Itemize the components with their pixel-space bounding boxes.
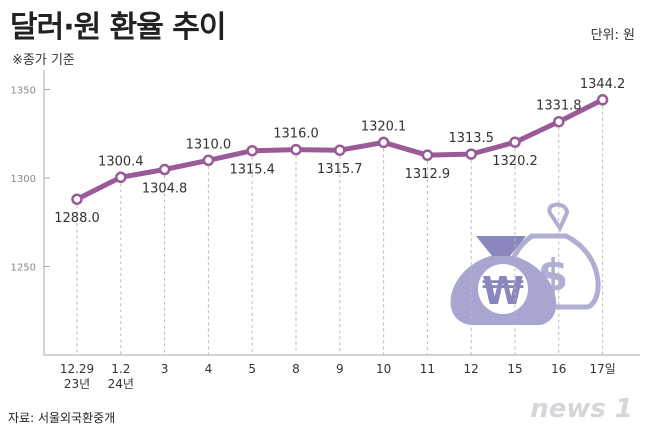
data-point [421,149,434,161]
data-label: 1320.1 [361,119,407,134]
chart-note: ※종가 기준 [12,53,75,68]
x-tick-label: 8 [292,362,300,376]
data-label: 1316.0 [273,127,319,142]
data-point [465,148,477,160]
x-tick-label: 16 [551,362,566,376]
x-tick-label: 10 [376,362,391,376]
exchange-rate-series [71,94,609,205]
data-point [290,143,302,156]
data-point [509,136,521,148]
news1-logo: news 1 [530,394,633,424]
data-point [553,115,565,128]
x-tick-label: 9 [336,362,344,376]
x-axis-labels: 12.29 23년 1.2 24년 3 4 5 8 9 10 11 12 15 16 17일 [60,362,616,391]
x-tick-label: 1.2 24년 [108,362,134,391]
won-money-bag-icon: ₩ [450,236,557,325]
x-tick-label: 4 [205,362,213,376]
x-tick-label: 17일 [589,362,615,376]
unit-label: 단위: 원 [590,28,635,43]
data-point [596,94,609,106]
y-tick-label: 1350 [11,86,36,97]
data-label: 1344.2 [580,77,626,92]
svg-text:₩: ₩ [482,269,524,313]
data-label: 1304.8 [142,182,188,197]
data-label: 1331.8 [536,99,582,114]
x-tick-label: 15 [507,362,522,376]
data-point [377,136,390,149]
y-tick-label: 1300 [11,174,36,185]
y-axis: 1250 1300 1350 [11,70,640,356]
data-point [202,154,215,167]
guide-lines [76,99,604,355]
x-tick-label: 3 [161,362,169,376]
data-label: 1315.7 [317,162,363,177]
data-label: 1312.9 [405,167,451,182]
data-point [246,144,258,157]
y-tick-label: 1250 [11,263,36,274]
x-tick-label: 12.29 23년 [60,362,94,391]
data-label: 1320.2 [492,154,538,169]
data-point [334,144,346,156]
data-label: 1310.0 [186,137,232,152]
x-tick-label: 11 [420,362,435,376]
data-label: 1313.5 [448,131,494,146]
data-point [115,171,127,184]
data-labels: 1288.0 1300.4 1304.8 1310.0 1315.4 1316.0 1315… [54,77,625,226]
data-point [158,163,171,176]
data-label: 1315.4 [229,163,275,178]
source-note: 자료: 서울외국환중개 [8,411,116,425]
data-point [71,193,83,205]
x-tick-label: 12 [464,362,479,376]
money-bags-illustration: $ ₩ [450,202,601,325]
data-label: 1288.0 [54,211,100,226]
chart-title: 달러·원 환율 추이 [10,10,226,45]
data-label: 1300.4 [98,154,144,169]
x-tick-label: 5 [248,362,256,376]
